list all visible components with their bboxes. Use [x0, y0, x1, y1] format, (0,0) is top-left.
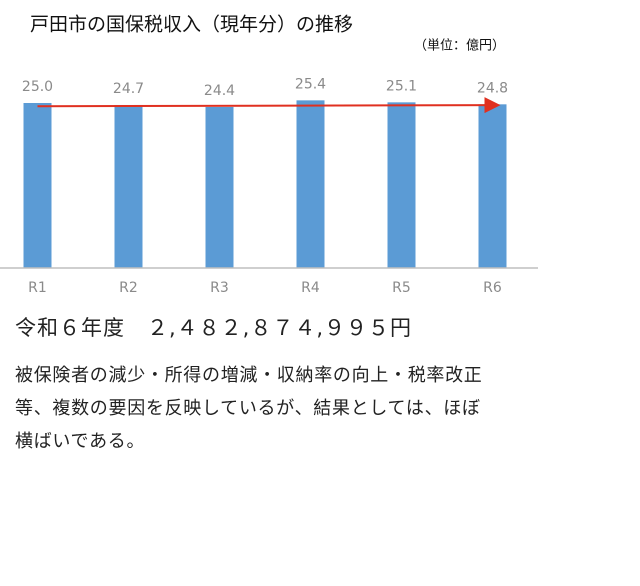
x-tick-label: R6	[483, 280, 502, 296]
chart: 戸田市の国保税収入（現年分）の推移 （単位：億円） 25.0 R1 24.7 R2 24…	[0, 14, 538, 296]
value-label: 25.1	[386, 78, 417, 94]
summary-body: 被保険者の減少・所得の増減・収納率の向上・税率改正等、複数の要因を反映しているが…	[15, 365, 483, 452]
bar	[296, 100, 325, 268]
x-tick-label: R3	[210, 280, 229, 296]
bar	[478, 104, 507, 268]
x-tick-label: R4	[301, 280, 320, 296]
value-label: 24.4	[204, 83, 235, 99]
value-label: 25.0	[22, 79, 53, 95]
x-tick-label: R2	[119, 280, 138, 296]
bar	[114, 104, 143, 268]
summary-heading: 令和６年度 ２,４８２,８７４,９９５円	[15, 316, 413, 340]
value-label: 24.8	[477, 80, 508, 96]
unit-label: （単位：億円）	[414, 38, 505, 54]
x-tick-label: R1	[28, 280, 47, 296]
trend-line	[37, 97, 501, 114]
bar	[23, 103, 52, 268]
value-label: 24.7	[113, 81, 144, 97]
chart-title: 戸田市の国保税収入（現年分）の推移	[30, 14, 353, 36]
x-tick-label: R5	[392, 280, 411, 296]
bar	[205, 106, 234, 269]
value-label: 25.4	[295, 76, 326, 92]
bar	[387, 102, 416, 268]
